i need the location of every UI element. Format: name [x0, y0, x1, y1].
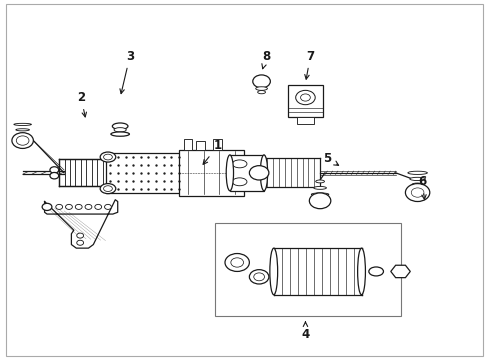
Circle shape — [300, 94, 310, 101]
Circle shape — [56, 204, 62, 210]
Ellipse shape — [407, 171, 427, 175]
Circle shape — [295, 90, 315, 105]
Circle shape — [224, 253, 249, 271]
Ellipse shape — [269, 248, 277, 295]
Circle shape — [75, 204, 82, 210]
Ellipse shape — [50, 172, 59, 179]
Ellipse shape — [411, 183, 423, 186]
Circle shape — [249, 166, 268, 180]
Bar — [215, 223, 400, 316]
Circle shape — [104, 204, 111, 210]
Bar — [288, 85, 322, 117]
Circle shape — [230, 258, 243, 267]
Ellipse shape — [257, 90, 265, 94]
Circle shape — [85, 204, 92, 210]
Ellipse shape — [311, 193, 328, 196]
Ellipse shape — [249, 270, 268, 284]
Circle shape — [42, 203, 52, 211]
Bar — [261, 158, 320, 187]
Ellipse shape — [368, 267, 383, 276]
Text: 4: 4 — [301, 322, 309, 341]
Ellipse shape — [253, 273, 264, 281]
Ellipse shape — [357, 248, 365, 295]
Ellipse shape — [16, 129, 29, 131]
Ellipse shape — [260, 155, 267, 191]
Polygon shape — [44, 200, 118, 248]
Circle shape — [16, 136, 29, 145]
Ellipse shape — [232, 160, 246, 168]
Text: 2: 2 — [77, 91, 86, 117]
Ellipse shape — [313, 186, 326, 189]
Bar — [183, 139, 192, 149]
Ellipse shape — [103, 154, 112, 160]
Ellipse shape — [409, 177, 425, 180]
Ellipse shape — [100, 184, 116, 194]
Circle shape — [410, 188, 423, 197]
Circle shape — [309, 193, 330, 209]
Circle shape — [77, 233, 83, 238]
Bar — [296, 117, 314, 125]
Ellipse shape — [111, 132, 129, 136]
Bar — [229, 155, 264, 191]
Bar — [59, 159, 108, 186]
Bar — [195, 140, 204, 149]
Text: 6: 6 — [418, 175, 426, 199]
Ellipse shape — [18, 134, 27, 135]
Ellipse shape — [103, 186, 112, 192]
Ellipse shape — [226, 155, 233, 191]
Text: 5: 5 — [323, 152, 338, 165]
Circle shape — [405, 184, 429, 202]
Text: 7: 7 — [304, 50, 314, 79]
Circle shape — [95, 204, 102, 210]
Circle shape — [77, 240, 83, 245]
Bar — [105, 153, 183, 193]
Ellipse shape — [100, 152, 116, 162]
Circle shape — [252, 75, 270, 88]
Text: 8: 8 — [262, 50, 270, 69]
Bar — [273, 248, 361, 295]
Polygon shape — [390, 265, 409, 278]
Bar — [212, 139, 221, 149]
Ellipse shape — [232, 178, 246, 186]
Text: 3: 3 — [120, 50, 134, 94]
Circle shape — [65, 204, 72, 210]
Ellipse shape — [14, 123, 31, 126]
Bar — [178, 149, 244, 196]
Text: 1: 1 — [203, 139, 221, 164]
Ellipse shape — [112, 123, 128, 130]
Ellipse shape — [255, 87, 267, 90]
Ellipse shape — [50, 167, 59, 173]
Ellipse shape — [114, 128, 126, 132]
Circle shape — [12, 133, 33, 148]
Ellipse shape — [315, 180, 324, 183]
